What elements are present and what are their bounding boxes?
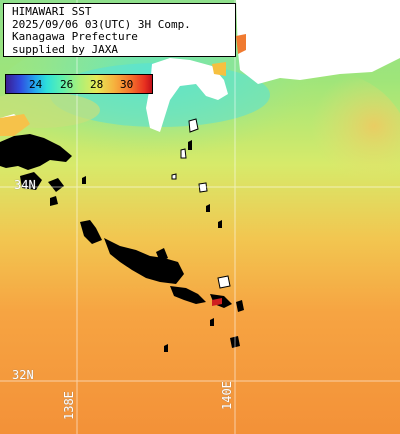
longitude-label-138e: 138E (62, 391, 76, 420)
land-honshu (236, 0, 400, 84)
land-niijima (180, 148, 187, 159)
colorbar-tick-30: 30 (120, 78, 134, 91)
colorbar-tick-26: 26 (60, 78, 74, 91)
warm-coast-west (0, 114, 30, 136)
latitude-label-34n: 34N (14, 178, 36, 192)
title-line-credit: supplied by JAXA (12, 42, 118, 56)
title-line-datetime: 2025/09/06 03(UTC) 3H Comp. (12, 17, 191, 31)
latitude-label-32n: 32N (12, 368, 34, 382)
title-line-product: HIMAWARI SST (12, 5, 92, 18)
colorbar-tick-24: 24 (29, 78, 43, 91)
warm-eddy (230, 70, 400, 230)
temperature-colorbar: 24 26 28 30 (5, 74, 153, 94)
colorbar-tick-28: 28 (90, 78, 104, 91)
cloud-mask (0, 134, 244, 352)
warm-bay-south (212, 62, 226, 76)
warm-bay (236, 34, 246, 54)
land-miyake (217, 275, 231, 289)
land-mikura (171, 173, 177, 180)
hot-spot (212, 298, 222, 306)
land-izu-peninsula (146, 58, 228, 132)
title-line-region: Kanagawa Prefecture (12, 30, 138, 43)
land-oshima (188, 118, 199, 133)
title-box: HIMAWARI SST 2025/09/06 03(UTC) 3H Comp.… (3, 3, 236, 57)
longitude-label-140e: 140E (220, 381, 234, 410)
